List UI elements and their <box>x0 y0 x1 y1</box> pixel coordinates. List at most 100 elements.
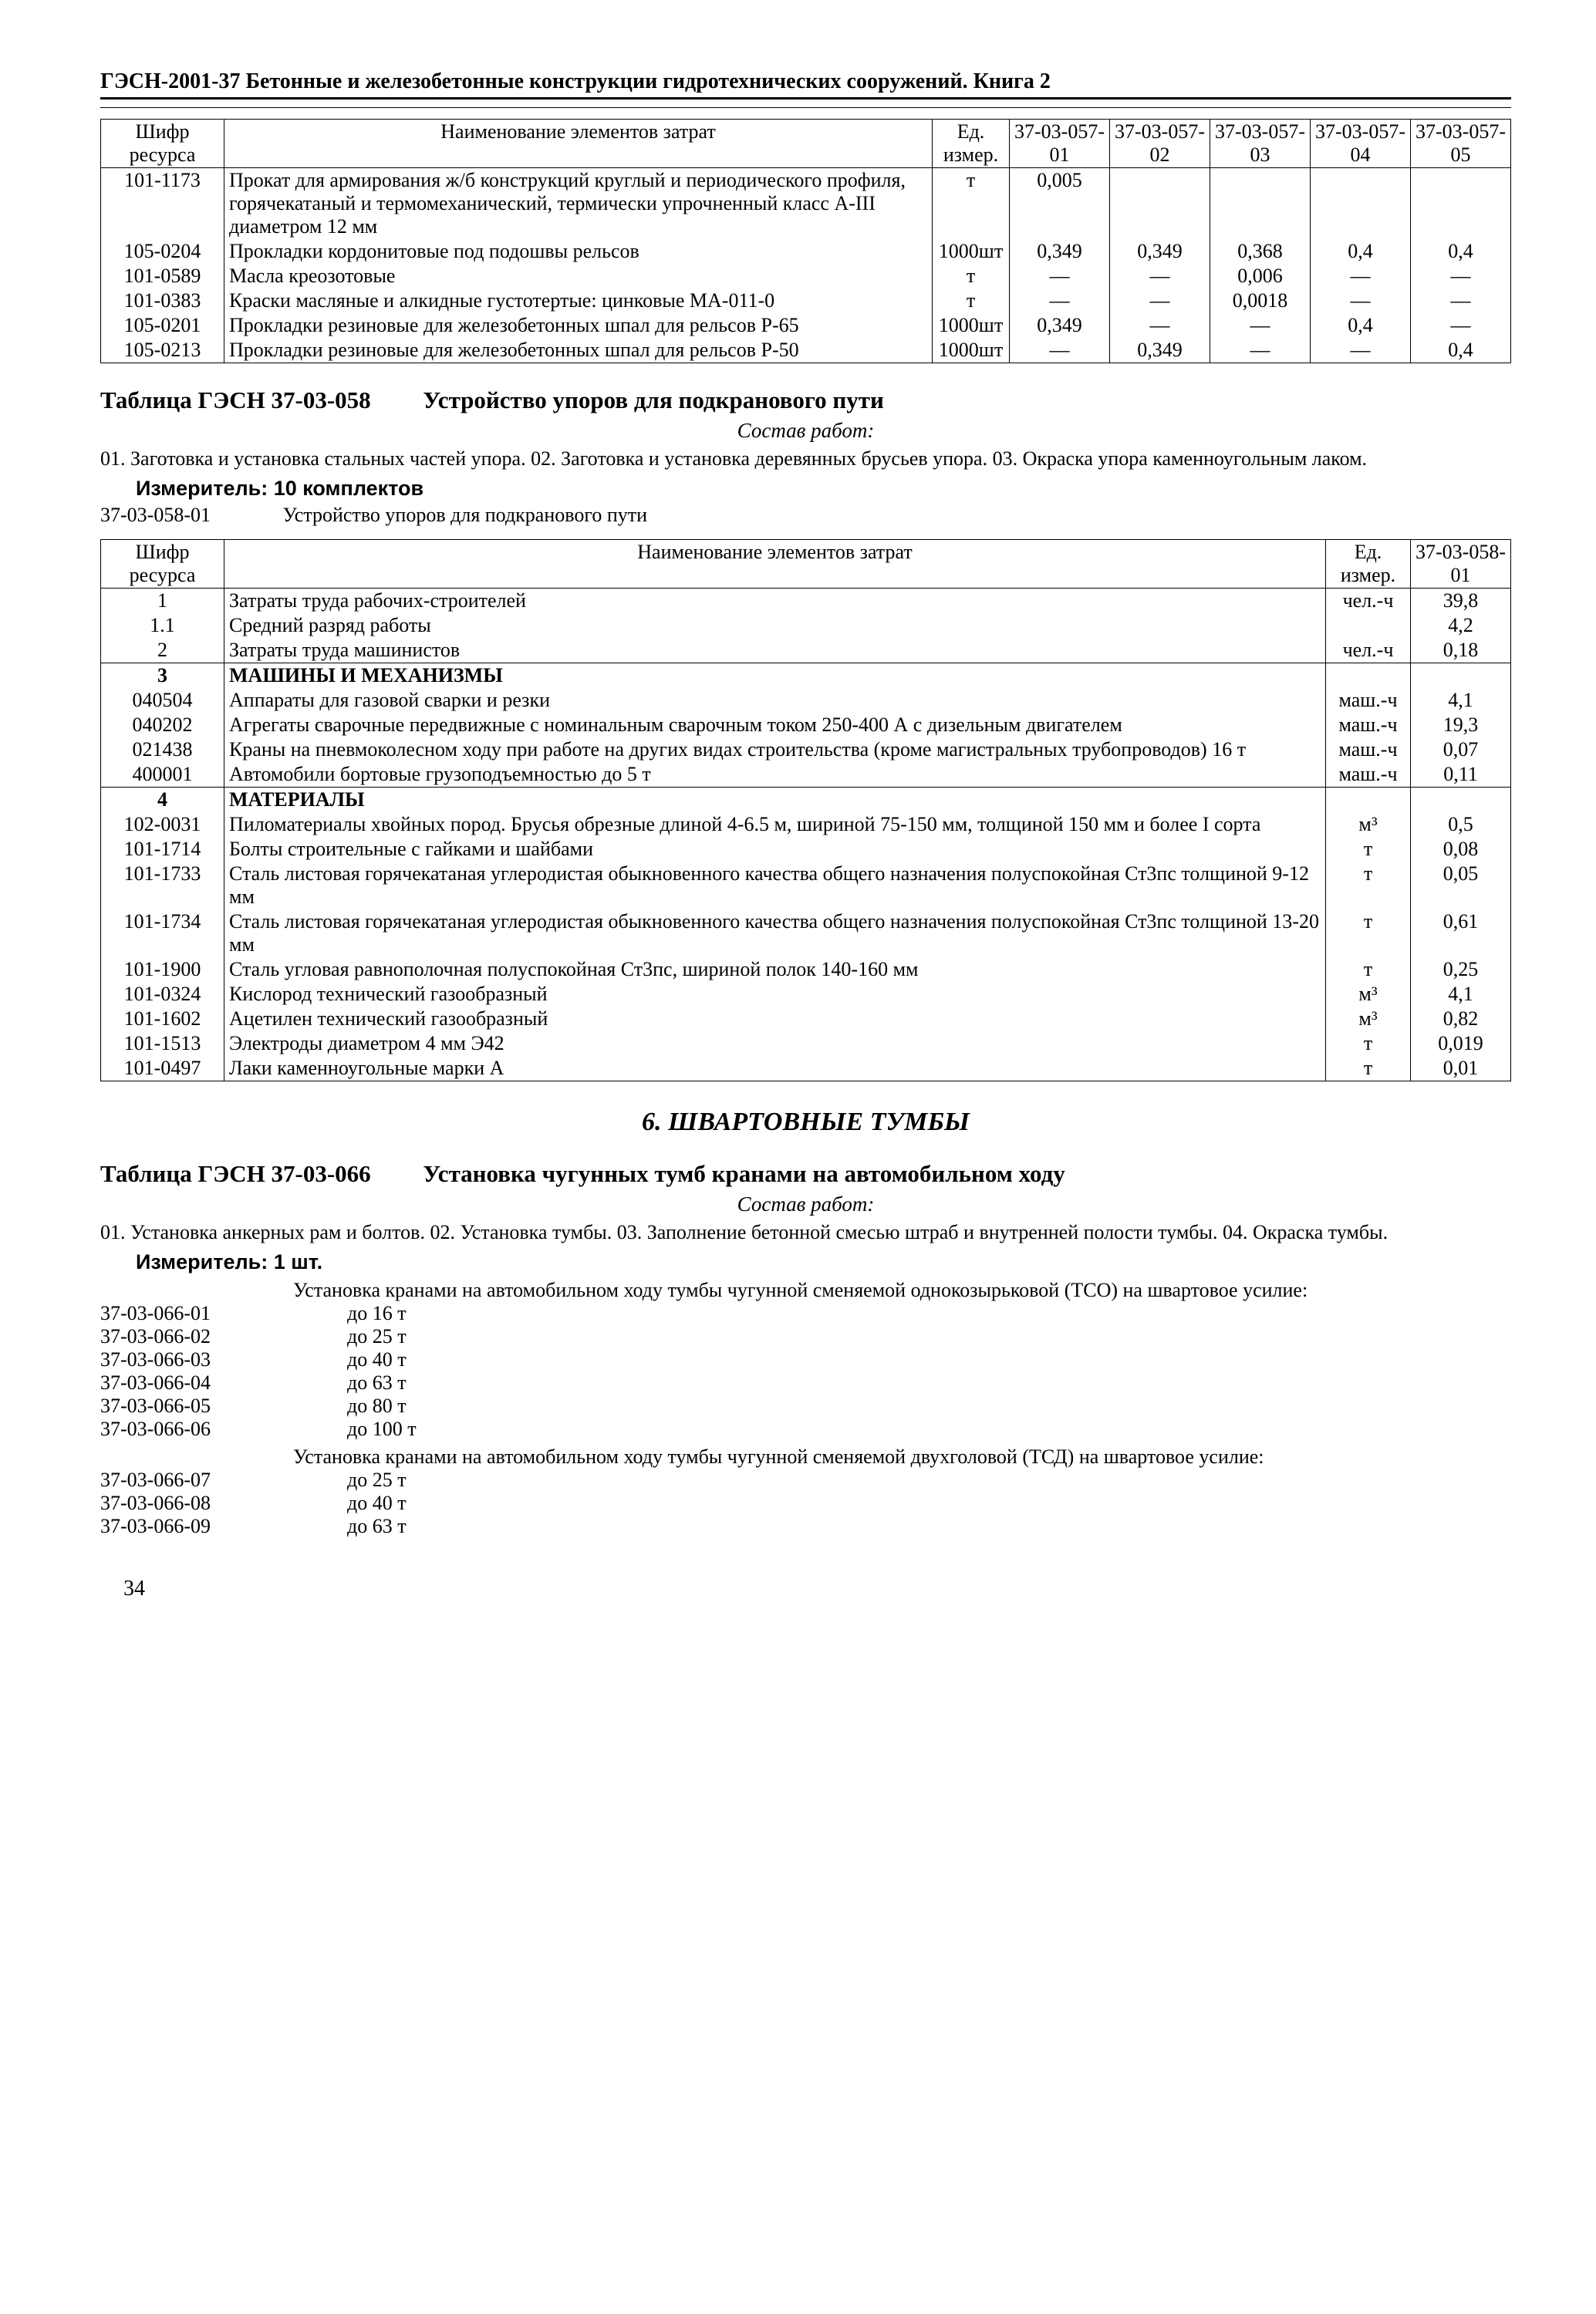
item-code: 37-03-066-06 <box>100 1418 293 1441</box>
table-cell: 0,006 <box>1210 264 1311 288</box>
table-cell: 0,005 <box>1010 168 1110 240</box>
table-row: 105-0201Прокладки резиновые для железобе… <box>101 313 1511 338</box>
table-row: 101-1602Ацетилен технический газообразны… <box>101 1007 1511 1031</box>
table-cell: 1 <box>101 589 224 614</box>
table-058-code: Таблица ГЭСН 37-03-058 <box>100 386 371 413</box>
list-item: 37-03-066-03до 40 т <box>100 1348 1511 1371</box>
table-row: 4МАТЕРИАЛЫ <box>101 788 1511 813</box>
item-value: до 25 т <box>347 1325 407 1348</box>
table-cell: чел.-ч <box>1326 589 1411 614</box>
table-cell: 101-1513 <box>101 1031 224 1056</box>
table-cell: 101-0497 <box>101 1056 224 1081</box>
th-code: Шифр ресурса <box>101 120 224 168</box>
table-cell: Электроды диаметром 4 мм Э42 <box>224 1031 1326 1056</box>
th-v4: 37-03-057-04 <box>1311 120 1411 168</box>
table-cell: 0,11 <box>1411 762 1511 788</box>
table-cell: 021438 <box>101 737 224 762</box>
sostav-label-066: Состав работ: <box>100 1192 1511 1216</box>
table-row: 2Затраты труда машинистовчел.-ч0,18 <box>101 638 1511 663</box>
table-cell: Затраты труда машинистов <box>224 638 1326 663</box>
th-v3: 37-03-057-03 <box>1210 120 1311 168</box>
izmer-066: Измеритель: 1 шт. <box>136 1250 1511 1274</box>
item-code: 37-03-066-05 <box>100 1395 293 1418</box>
table-cell: чел.-ч <box>1326 638 1411 663</box>
table-cell: т <box>933 168 1010 240</box>
table-cell: Болты строительные с гайками и шайбами <box>224 837 1326 862</box>
sostav-text-058: 01. Заготовка и установка стальных часте… <box>100 447 1511 471</box>
table-cell: Сталь угловая равнополочная полуспокойна… <box>224 957 1326 982</box>
table-row: 105-0204Прокладки кордонитовые под подош… <box>101 239 1511 264</box>
table-cell: маш.-ч <box>1326 737 1411 762</box>
table-cell: маш.-ч <box>1326 762 1411 788</box>
item-value: до 80 т <box>347 1395 407 1418</box>
table-066-title: Таблица ГЭСН 37-03-066 Установка чугунны… <box>100 1160 1511 1188</box>
table-row: 3МАШИНЫ И МЕХАНИЗМЫ <box>101 663 1511 689</box>
table-cell: — <box>1311 338 1411 363</box>
table-cell: 0,25 <box>1411 957 1511 982</box>
table-cell: м³ <box>1326 982 1411 1007</box>
sostav-label-058: Состав работ: <box>100 419 1511 443</box>
table-cell: 1000шт <box>933 338 1010 363</box>
table-cell: 040504 <box>101 688 224 713</box>
table-cell: Прокладки кордонитовые под подошвы рельс… <box>224 239 933 264</box>
group1-text: Установка кранами на автомобильном ходу … <box>293 1279 1511 1302</box>
table-cell: — <box>1210 338 1311 363</box>
table-cell: т <box>1326 837 1411 862</box>
table-cell: маш.-ч <box>1326 713 1411 737</box>
table-row: 1.1Средний разряд работы4,2 <box>101 613 1511 638</box>
list-item: 37-03-066-07до 25 т <box>100 1469 1511 1492</box>
table-cell: маш.-ч <box>1326 688 1411 713</box>
table-cell: 1000шт <box>933 313 1010 338</box>
table-058-title: Таблица ГЭСН 37-03-058 Устройство упоров… <box>100 386 1511 414</box>
table-cell: 0,5 <box>1411 812 1511 837</box>
table-cell <box>1411 663 1511 689</box>
table-cell: — <box>1411 313 1511 338</box>
table-cell: 0,349 <box>1110 239 1210 264</box>
list-item: 37-03-066-08до 40 т <box>100 1492 1511 1515</box>
table-cell: МАТЕРИАЛЫ <box>224 788 1326 813</box>
table-cell <box>1326 663 1411 689</box>
table-cell: т <box>1326 957 1411 982</box>
table-row: 101-1734Сталь листовая горячекатаная угл… <box>101 909 1511 957</box>
table-066-name: Установка чугунных тумб кранами на автом… <box>423 1160 1065 1188</box>
item-code: 37-03-066-03 <box>100 1348 293 1371</box>
izmer-058: Измеритель: 10 комплектов <box>136 477 1511 501</box>
table-cell: — <box>1110 288 1210 313</box>
table-cell: 19,3 <box>1411 713 1511 737</box>
group2-text: Установка кранами на автомобильном ходу … <box>293 1445 1511 1469</box>
table-row: 021438Краны на пневмоколесном ходу при р… <box>101 737 1511 762</box>
table-066-code: Таблица ГЭСН 37-03-066 <box>100 1160 371 1187</box>
list-item: 37-03-066-09до 63 т <box>100 1515 1511 1538</box>
list-item: 37-03-066-05 до 80 т <box>100 1395 1511 1418</box>
table-cell: т <box>1326 1056 1411 1081</box>
table-cell: 4 <box>101 788 224 813</box>
th-v2: 37-03-057-02 <box>1110 120 1210 168</box>
table-cell: 040202 <box>101 713 224 737</box>
item-code: 37-03-066-02 <box>100 1325 293 1348</box>
table-cell <box>1411 168 1511 240</box>
table-cell <box>1326 613 1411 638</box>
table-row: 101-1173Прокат для армирования ж/б конст… <box>101 168 1511 240</box>
table-cell: Средний разряд работы <box>224 613 1326 638</box>
item-code: 37-03-066-08 <box>100 1492 293 1515</box>
table-row: 040504Аппараты для газовой сварки и резк… <box>101 688 1511 713</box>
table-cell: Краски масляные и алкидные густотертые: … <box>224 288 933 313</box>
th-v5: 37-03-057-05 <box>1411 120 1511 168</box>
table-row: 1Затраты труда рабочих-строителейчел.-ч3… <box>101 589 1511 614</box>
table-cell: 101-1714 <box>101 837 224 862</box>
table-cell: — <box>1110 313 1210 338</box>
list-item: 37-03-066-06до 100 т <box>100 1418 1511 1441</box>
table-cell: 0,4 <box>1411 338 1511 363</box>
table-cell: 0,349 <box>1110 338 1210 363</box>
table-cell: — <box>1311 264 1411 288</box>
table-057: Шифр ресурса Наименование элементов затр… <box>100 119 1511 363</box>
page-number: 34 <box>123 1577 1511 1601</box>
def-058: 37-03-058-01 Устройство упоров для подкр… <box>100 504 1511 527</box>
table-cell: Прокладки резиновые для железобетонных ш… <box>224 338 933 363</box>
table-cell: 4,2 <box>1411 613 1511 638</box>
table-cell: МАШИНЫ И МЕХАНИЗМЫ <box>224 663 1326 689</box>
table-cell: Кислород технический газообразный <box>224 982 1326 1007</box>
table-cell: 101-0324 <box>101 982 224 1007</box>
table-cell: 0,0018 <box>1210 288 1311 313</box>
table-cell: 101-0589 <box>101 264 224 288</box>
